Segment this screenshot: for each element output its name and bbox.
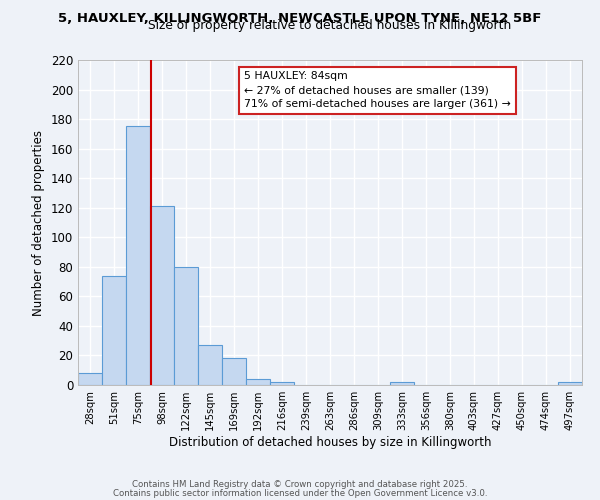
Bar (78, 373, 102, 385)
Text: Contains HM Land Registry data © Crown copyright and database right 2025.: Contains HM Land Registry data © Crown c… (132, 480, 468, 489)
Y-axis label: Number of detached properties: Number of detached properties (32, 130, 45, 316)
Bar (150, 206, 174, 385)
Title: Size of property relative to detached houses in Killingworth: Size of property relative to detached ho… (148, 20, 512, 32)
Bar (558, 382, 582, 385)
X-axis label: Distribution of detached houses by size in Killingworth: Distribution of detached houses by size … (169, 436, 491, 449)
Bar (390, 382, 414, 385)
Text: Contains public sector information licensed under the Open Government Licence v3: Contains public sector information licen… (113, 488, 487, 498)
Bar (222, 358, 246, 385)
Bar (270, 382, 294, 385)
Bar (102, 276, 126, 385)
Bar (126, 126, 150, 385)
Text: 5 HAUXLEY: 84sqm
← 27% of detached houses are smaller (139)
71% of semi-detached: 5 HAUXLEY: 84sqm ← 27% of detached house… (244, 72, 511, 110)
Bar (246, 379, 270, 385)
Bar (198, 345, 222, 385)
Bar (174, 267, 198, 385)
Text: 5, HAUXLEY, KILLINGWORTH, NEWCASTLE UPON TYNE, NE12 5BF: 5, HAUXLEY, KILLINGWORTH, NEWCASTLE UPON… (58, 12, 542, 26)
